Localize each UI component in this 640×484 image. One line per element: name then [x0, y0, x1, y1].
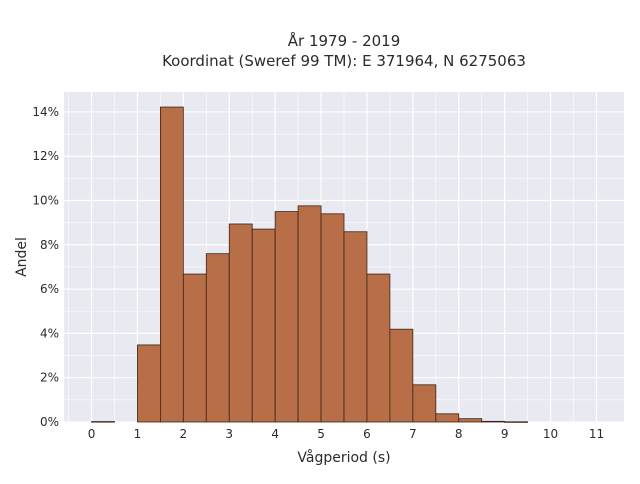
- x-tick-label: 6: [363, 427, 371, 441]
- x-tick-label: 10: [543, 427, 558, 441]
- x-tick-label: 5: [317, 427, 325, 441]
- histogram-bar: [228, 223, 253, 423]
- y-tick-label: 6%: [40, 282, 59, 296]
- histogram-bar: [251, 228, 276, 423]
- bars: [91, 106, 529, 423]
- y-tick-labels: 0% 2% 4% 6% 8% 10% 12% 14%: [32, 105, 59, 429]
- y-tick-label: 8%: [40, 238, 59, 252]
- x-tick-label: 11: [589, 427, 604, 441]
- y-tick-label: 14%: [32, 105, 59, 119]
- x-tick-label: 8: [455, 427, 463, 441]
- histogram-bar: [458, 418, 483, 423]
- histogram-bar: [366, 273, 391, 423]
- x-tick-label: 2: [180, 427, 188, 441]
- x-tick-labels: 0 1 2 3 4 5 6 7 8 9 10 11: [88, 427, 604, 441]
- x-tick-label: 4: [271, 427, 279, 441]
- histogram-bar: [343, 231, 368, 423]
- histogram-bar: [91, 421, 115, 423]
- chart-title-line1: År 1979 - 2019: [288, 31, 401, 50]
- x-axis-label: Vågperiod (s): [297, 449, 390, 466]
- y-tick-label: 4%: [40, 326, 59, 340]
- y-axis-label: Andel: [14, 237, 30, 277]
- y-tick-label: 0%: [40, 415, 59, 429]
- histogram-bar: [159, 106, 184, 423]
- histogram-bar: [435, 413, 460, 423]
- histogram-bar: [389, 328, 414, 423]
- histogram-bar: [504, 421, 529, 423]
- chart-title-line2: Koordinat (Sweref 99 TM): E 371964, N 62…: [162, 52, 526, 70]
- x-tick-label: 0: [88, 427, 96, 441]
- histogram-bar: [412, 384, 437, 423]
- y-tick-label: 2%: [40, 371, 59, 385]
- y-tick-label: 10%: [32, 194, 59, 208]
- histogram-bar: [274, 211, 299, 423]
- x-tick-label: 7: [409, 427, 417, 441]
- histogram-bar: [320, 213, 345, 423]
- histogram-bar: [297, 205, 322, 423]
- y-tick-label: 12%: [32, 149, 59, 163]
- x-tick-label: 1: [134, 427, 142, 441]
- histogram-bar: [481, 420, 506, 423]
- x-tick-label: 3: [225, 427, 233, 441]
- histogram-bar: [205, 253, 230, 423]
- histogram-bar: [182, 273, 207, 423]
- histogram-bar: [137, 344, 161, 423]
- x-tick-label: 9: [501, 427, 509, 441]
